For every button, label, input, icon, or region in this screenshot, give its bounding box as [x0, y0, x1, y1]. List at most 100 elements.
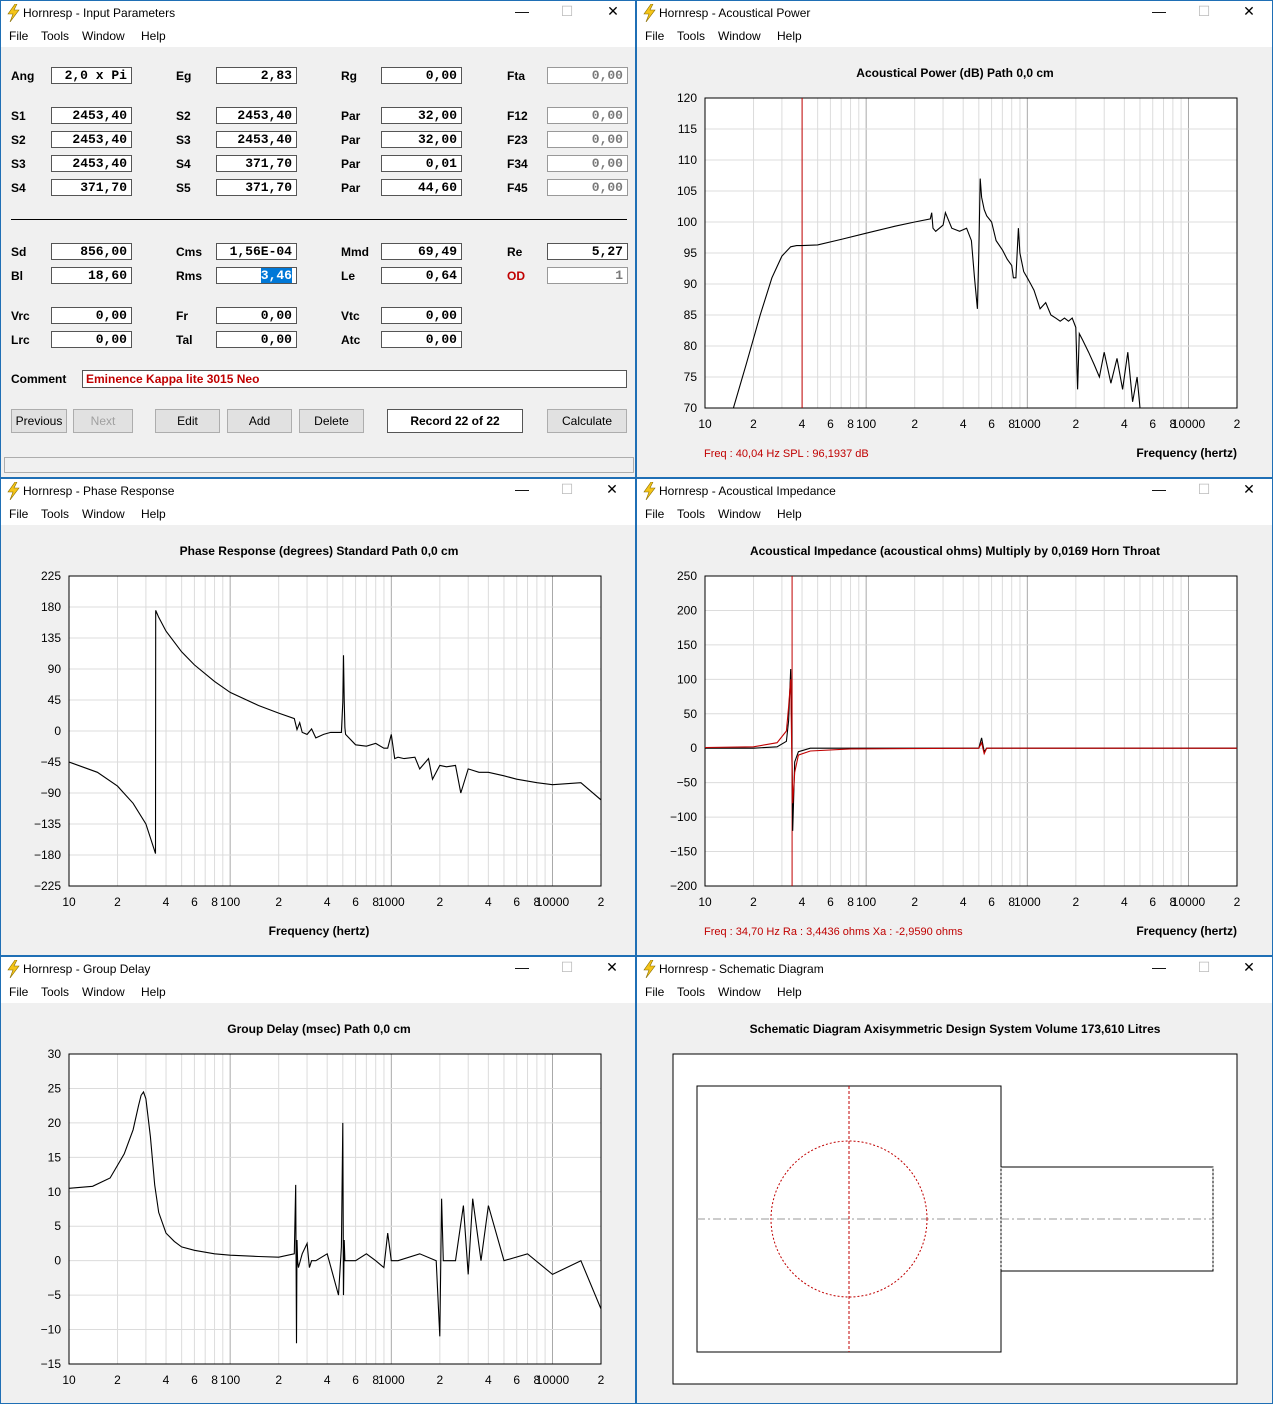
- cms-input[interactable]: 1,56E-04: [216, 243, 297, 260]
- atc-input[interactable]: 0,00: [381, 331, 462, 348]
- mmd-input[interactable]: 69,49: [381, 243, 462, 260]
- menu-help[interactable]: Help: [777, 985, 802, 999]
- par4-input[interactable]: 44,60: [381, 179, 462, 196]
- s2a-input[interactable]: 2453,40: [51, 131, 132, 148]
- maximize-icon[interactable]: ☐: [1197, 481, 1211, 497]
- next-button[interactable]: Next: [73, 409, 133, 433]
- minimize-icon[interactable]: —: [1152, 959, 1166, 975]
- close-icon[interactable]: ✕: [606, 481, 618, 497]
- par2-input[interactable]: 32,00: [381, 131, 462, 148]
- title-bar[interactable]: Hornresp - Acoustical Power — ☐ ✕: [637, 1, 1272, 25]
- x-tick-label: 100: [856, 417, 876, 431]
- minimize-icon[interactable]: —: [515, 3, 529, 19]
- close-icon[interactable]: ✕: [1243, 3, 1255, 19]
- comment-input[interactable]: Eminence Kappa lite 3015 Neo: [82, 370, 627, 388]
- menu-help[interactable]: Help: [141, 29, 166, 43]
- s4b-input[interactable]: 371,70: [216, 155, 297, 172]
- previous-button[interactable]: Previous: [11, 409, 67, 433]
- menu-tools[interactable]: Tools: [41, 29, 70, 43]
- menu-help[interactable]: Help: [777, 507, 802, 521]
- maximize-icon[interactable]: ☐: [560, 3, 574, 19]
- maximize-icon[interactable]: ☐: [560, 959, 574, 975]
- s5b-input[interactable]: 371,70: [216, 179, 297, 196]
- menu-window[interactable]: Window: [718, 507, 761, 521]
- close-icon[interactable]: ✕: [1243, 959, 1255, 975]
- f12-input[interactable]: 0,00: [547, 107, 628, 124]
- rms-input[interactable]: 3,46: [216, 267, 297, 284]
- maximize-icon[interactable]: ☐: [1197, 959, 1211, 975]
- sd-input[interactable]: 856,00: [51, 243, 132, 260]
- chart-title: Schematic Diagram Axisymmetric Design Sy…: [750, 1022, 1161, 1036]
- par3-input[interactable]: 0,01: [381, 155, 462, 172]
- menu-tools[interactable]: Tools: [41, 507, 70, 521]
- menu-tools[interactable]: Tools: [677, 507, 706, 521]
- y-tick-label: 135: [41, 631, 61, 645]
- par1-input[interactable]: 32,00: [381, 107, 462, 124]
- close-icon[interactable]: ✕: [1243, 481, 1255, 497]
- f23-input[interactable]: 0,00: [547, 131, 628, 148]
- menu-tools[interactable]: Tools: [677, 985, 706, 999]
- title-bar[interactable]: Hornresp - Input Parameters — ☐ ✕: [1, 1, 635, 25]
- menu-file[interactable]: File: [9, 507, 29, 521]
- x-tick-label: 8: [1008, 417, 1015, 431]
- x-tick-label: 6: [1149, 417, 1156, 431]
- menu-file[interactable]: File: [9, 985, 29, 999]
- menu-help[interactable]: Help: [141, 985, 166, 999]
- f45-input[interactable]: 0,00: [547, 179, 628, 196]
- menu-file[interactable]: File: [645, 507, 665, 521]
- y-tick-label: 90: [684, 277, 698, 291]
- minimize-icon[interactable]: —: [1152, 3, 1166, 19]
- menu-file[interactable]: File: [645, 985, 665, 999]
- menu-tools[interactable]: Tools: [677, 29, 706, 43]
- close-icon[interactable]: ✕: [607, 3, 619, 19]
- maximize-icon[interactable]: ☐: [1197, 3, 1211, 19]
- maximize-icon[interactable]: ☐: [560, 481, 574, 497]
- s3b-input[interactable]: 2453,40: [216, 131, 297, 148]
- minimize-icon[interactable]: —: [1152, 481, 1166, 497]
- s2b-input[interactable]: 2453,40: [216, 107, 297, 124]
- le-input[interactable]: 0,64: [381, 267, 462, 284]
- menu-window[interactable]: Window: [82, 29, 125, 43]
- cms-label: Cms: [176, 245, 203, 259]
- calculate-button[interactable]: Calculate: [547, 409, 627, 433]
- x-tick-label: 8: [534, 1373, 541, 1387]
- title-bar[interactable]: Hornresp - Schematic Diagram — ☐ ✕: [637, 957, 1272, 981]
- menu-help[interactable]: Help: [141, 507, 166, 521]
- minimize-icon[interactable]: —: [515, 959, 529, 975]
- menu-window[interactable]: Window: [718, 985, 761, 999]
- menu-bar: File Tools Window Help: [637, 503, 1272, 525]
- menu-window[interactable]: Window: [82, 507, 125, 521]
- menu-file[interactable]: File: [645, 29, 665, 43]
- re-input[interactable]: 5,27: [547, 243, 628, 260]
- close-icon[interactable]: ✕: [606, 959, 618, 975]
- vrc-input[interactable]: 0,00: [51, 307, 132, 324]
- menu-window[interactable]: Window: [718, 29, 761, 43]
- menu-file[interactable]: File: [9, 29, 29, 43]
- vtc-input[interactable]: 0,00: [381, 307, 462, 324]
- f34-input[interactable]: 0,00: [547, 155, 628, 172]
- title-bar[interactable]: Hornresp - Phase Response — ☐ ✕: [1, 479, 635, 503]
- menu-help[interactable]: Help: [777, 29, 802, 43]
- od-input[interactable]: 1: [547, 267, 628, 284]
- menu-window[interactable]: Window: [82, 985, 125, 999]
- minimize-icon[interactable]: —: [515, 481, 529, 497]
- add-button[interactable]: Add: [227, 409, 292, 433]
- y-tick-label: 0: [54, 1254, 61, 1268]
- delete-button[interactable]: Delete: [299, 409, 364, 433]
- menu-tools[interactable]: Tools: [41, 985, 70, 999]
- s3a-input[interactable]: 2453,40: [51, 155, 132, 172]
- title-bar[interactable]: Hornresp - Acoustical Impedance — ☐ ✕: [637, 479, 1272, 503]
- fta-input[interactable]: 0,00: [547, 67, 628, 84]
- fr-input[interactable]: 0,00: [216, 307, 297, 324]
- lrc-input[interactable]: 0,00: [51, 331, 132, 348]
- eg-input[interactable]: 2,83: [216, 67, 297, 84]
- edit-button[interactable]: Edit: [155, 409, 220, 433]
- tal-input[interactable]: 0,00: [216, 331, 297, 348]
- rg-input[interactable]: 0,00: [381, 67, 462, 84]
- s4a-label: S4: [11, 181, 26, 195]
- s1a-input[interactable]: 2453,40: [51, 107, 132, 124]
- title-bar[interactable]: Hornresp - Group Delay — ☐ ✕: [1, 957, 635, 981]
- bl-input[interactable]: 18,60: [51, 267, 132, 284]
- ang-input[interactable]: 2,0 x Pi: [51, 67, 132, 84]
- s4a-input[interactable]: 371,70: [51, 179, 132, 196]
